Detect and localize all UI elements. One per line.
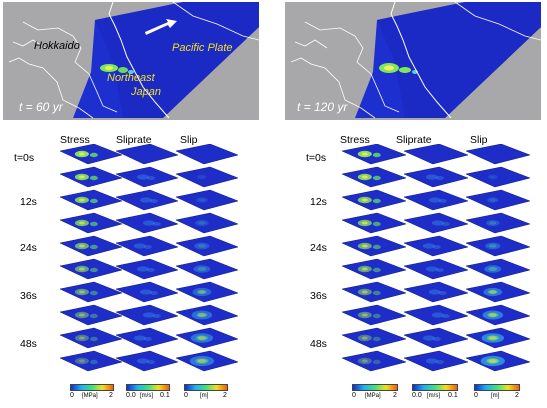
snapshot-tile-r0-c1 (403, 144, 469, 165)
snapshot-tile-r7-c1 (403, 304, 469, 326)
top-panel-60yr: Hokkaido Pacific Plate Northeast Japan t… (3, 2, 259, 120)
row-label-0s-right: t=0s (306, 152, 327, 164)
snapshot-tile-r1-c1 (403, 166, 469, 188)
snapshot-tile-r1-c2 (465, 166, 531, 188)
row-label-36s-right: 36s (310, 290, 327, 302)
snapshot-tile-r9-c1 (115, 350, 179, 372)
row-label-48s-right: 48s (310, 338, 327, 350)
snapshot-tile-r5-c2 (465, 258, 531, 280)
column-header-stress-right: Stress (340, 134, 370, 146)
plate-surface-map-120yr (290, 2, 541, 119)
snapshot-tile-r2-c1 (403, 189, 469, 211)
label-northeast: Northeast (107, 72, 155, 84)
snapshot-tile-r0-c2 (465, 144, 531, 165)
snapshot-tile-r3-c2 (175, 212, 239, 234)
snapshot-tile-r5-c1 (403, 258, 469, 280)
label-japan: Japan (131, 86, 161, 98)
row-label-12s: 12s (20, 196, 37, 208)
row-label-0s: t=0s (14, 152, 35, 164)
snapshot-tile-r0-c1 (115, 144, 179, 165)
snapshot-tile-r0-c2 (175, 144, 239, 165)
snapshot-tile-r2-c2 (175, 189, 239, 211)
snapshot-tile-r4-c1 (403, 235, 469, 257)
snapshot-tile-r3-c1 (115, 212, 179, 234)
snapshot-tile-r5-c2 (175, 258, 239, 280)
snapshots-right (342, 144, 531, 372)
row-label-24s: 24s (20, 242, 37, 254)
snapshot-tile-r3-c2 (465, 212, 531, 234)
time-label-60yr: t = 60 yr (19, 100, 63, 114)
snapshot-tile-r4-c2 (465, 235, 531, 257)
snapshot-tile-r8-c0 (342, 327, 407, 349)
snapshot-tile-r9-c0 (342, 350, 407, 372)
snapshot-tile-r6-c1 (403, 281, 469, 303)
column-header-sliprate-right: Sliprate (396, 134, 432, 146)
snapshot-tile-r2-c2 (465, 189, 531, 211)
column-header-slip: Slip (180, 134, 198, 146)
row-label-12s-right: 12s (310, 196, 327, 208)
snapshot-tile-r4-c2 (175, 235, 239, 257)
snapshot-tile-r8-c1 (403, 327, 469, 349)
snapshot-tile-r7-c0 (60, 304, 123, 326)
plate-motion-arrow-icon (145, 19, 177, 35)
snapshot-tile-r7-c1 (115, 304, 179, 326)
label-pacific-plate: Pacific Plate (172, 42, 233, 54)
snapshot-tile-r5-c1 (115, 258, 179, 280)
snapshot-tile-r8-c1 (115, 327, 179, 349)
plate-surface-map-60yr (8, 2, 259, 119)
snapshot-tile-r6-c1 (115, 281, 179, 303)
snapshot-tile-r1-c1 (115, 166, 179, 188)
row-label-48s: 48s (20, 338, 37, 350)
top-panel-120yr: t = 120 yr (285, 2, 541, 120)
snapshot-tile-r1-c2 (175, 166, 239, 188)
snapshot-tile-r9-c1 (403, 350, 469, 372)
snapshot-tile-r2-c1 (115, 189, 179, 211)
column-header-slip-right: Slip (470, 134, 488, 146)
snapshot-tile-r4-c1 (115, 235, 179, 257)
snapshot-tile-r3-c1 (403, 212, 469, 234)
snapshots-left (60, 144, 239, 372)
time-label-120yr: t = 120 yr (297, 100, 348, 114)
snapshot-tile-r9-c0 (60, 350, 123, 372)
label-hokkaido: Hokkaido (34, 40, 80, 52)
snapshot-tile-r7-c0 (342, 304, 407, 326)
column-header-stress: Stress (60, 134, 90, 146)
column-header-sliprate: Sliprate (116, 134, 152, 146)
snapshot-tile-r6-c2 (175, 281, 239, 303)
snapshot-tile-r7-c2 (175, 304, 239, 326)
snapshot-tile-r8-c0 (60, 327, 123, 349)
row-label-24s-right: 24s (310, 242, 327, 254)
row-label-36s: 36s (20, 290, 37, 302)
